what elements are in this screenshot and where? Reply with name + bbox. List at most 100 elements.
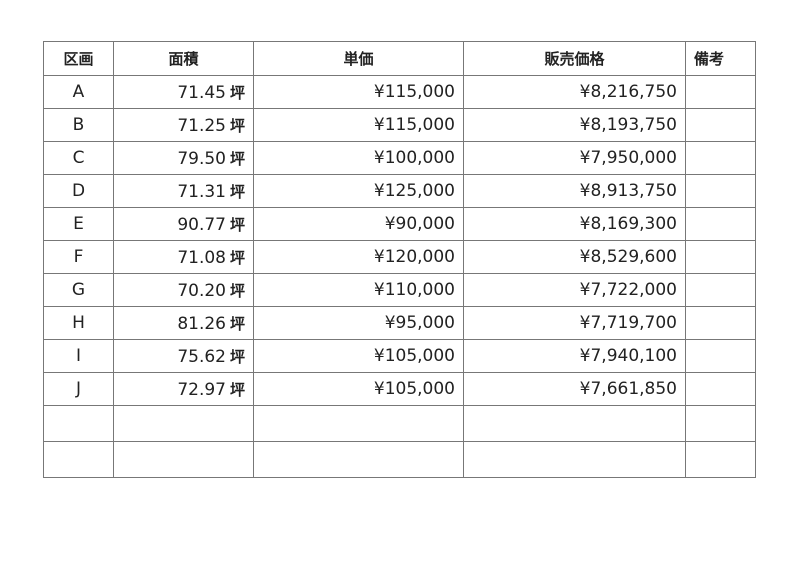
empty-cell [253, 405, 464, 442]
table-row: E 90.77 坪 ¥90,000 ¥8,169,300 [43, 207, 756, 241]
empty-cell [253, 441, 464, 478]
sale-price-cell: ¥8,913,750 [463, 174, 686, 208]
lot-cell: A [43, 75, 114, 109]
empty-row [43, 441, 756, 478]
sale-price-cell: ¥8,529,600 [463, 240, 686, 274]
sale-price-cell: ¥7,719,700 [463, 306, 686, 340]
table-row: G 70.20 坪 ¥110,000 ¥7,722,000 [43, 273, 756, 307]
header-area: 面積 [113, 41, 254, 76]
area-value: 90.77 [177, 214, 226, 235]
area-value: 70.20 [177, 280, 226, 301]
lot-cell: F [43, 240, 114, 274]
lot-cell: H [43, 306, 114, 340]
empty-row [43, 405, 756, 442]
area-cell: 71.25 坪 [113, 108, 254, 142]
note-cell [685, 306, 756, 340]
lot-cell: J [43, 372, 114, 406]
sale-price-cell: ¥7,722,000 [463, 273, 686, 307]
area-value: 81.26 [177, 313, 226, 334]
unit-price-cell: ¥95,000 [253, 306, 464, 340]
area-unit: 坪 [229, 149, 245, 168]
lot-cell: B [43, 108, 114, 142]
area-unit: 坪 [229, 347, 245, 366]
sale-price-cell: ¥8,193,750 [463, 108, 686, 142]
lot-cell: C [43, 141, 114, 175]
table-row: I 75.62 坪 ¥105,000 ¥7,940,100 [43, 339, 756, 373]
lot-price-table: 区画 面積 単価 販売価格 備考 A 71.45 坪 ¥115,000 ¥8,216,7… [43, 41, 756, 478]
sale-price-cell: ¥8,169,300 [463, 207, 686, 241]
unit-price-cell: ¥115,000 [253, 108, 464, 142]
empty-cell [43, 441, 114, 478]
table-row: J 72.97 坪 ¥105,000 ¥7,661,850 [43, 372, 756, 406]
lot-cell: E [43, 207, 114, 241]
area-cell: 71.08 坪 [113, 240, 254, 274]
note-cell [685, 75, 756, 109]
unit-price-cell: ¥100,000 [253, 141, 464, 175]
lot-cell: I [43, 339, 114, 373]
area-cell: 71.45 坪 [113, 75, 254, 109]
table-row: C 79.50 坪 ¥100,000 ¥7,950,000 [43, 141, 756, 175]
area-unit: 坪 [229, 182, 245, 201]
area-cell: 70.20 坪 [113, 273, 254, 307]
area-unit: 坪 [229, 314, 245, 333]
unit-price-cell: ¥105,000 [253, 339, 464, 373]
header-sale-price: 販売価格 [463, 41, 686, 76]
area-value: 79.50 [177, 148, 226, 169]
table-row: B 71.25 坪 ¥115,000 ¥8,193,750 [43, 108, 756, 142]
note-cell [685, 174, 756, 208]
note-cell [685, 339, 756, 373]
empty-cell [685, 441, 756, 478]
unit-price-cell: ¥105,000 [253, 372, 464, 406]
area-unit: 坪 [229, 248, 245, 267]
unit-price-cell: ¥120,000 [253, 240, 464, 274]
unit-price-cell: ¥90,000 [253, 207, 464, 241]
header-row: 区画 面積 単価 販売価格 備考 [43, 41, 756, 76]
sale-price-cell: ¥8,216,750 [463, 75, 686, 109]
area-value: 71.31 [177, 181, 226, 202]
note-cell [685, 273, 756, 307]
sale-price-cell: ¥7,950,000 [463, 141, 686, 175]
unit-price-cell: ¥115,000 [253, 75, 464, 109]
empty-cell [113, 405, 254, 442]
empty-cell [463, 441, 686, 478]
empty-cell [43, 405, 114, 442]
area-cell: 72.97 坪 [113, 372, 254, 406]
area-unit: 坪 [229, 116, 245, 135]
area-cell: 90.77 坪 [113, 207, 254, 241]
area-cell: 79.50 坪 [113, 141, 254, 175]
table-row: D 71.31 坪 ¥125,000 ¥8,913,750 [43, 174, 756, 208]
area-cell: 71.31 坪 [113, 174, 254, 208]
area-cell: 81.26 坪 [113, 306, 254, 340]
area-value: 72.97 [177, 379, 226, 400]
area-unit: 坪 [229, 281, 245, 300]
header-note: 備考 [685, 41, 756, 76]
note-cell [685, 372, 756, 406]
table-row: A 71.45 坪 ¥115,000 ¥8,216,750 [43, 75, 756, 109]
area-value: 71.25 [177, 115, 226, 136]
unit-price-cell: ¥110,000 [253, 273, 464, 307]
note-cell [685, 141, 756, 175]
note-cell [685, 240, 756, 274]
area-value: 71.08 [177, 247, 226, 268]
area-cell: 75.62 坪 [113, 339, 254, 373]
area-unit: 坪 [229, 83, 245, 102]
area-unit: 坪 [229, 380, 245, 399]
note-cell [685, 108, 756, 142]
lot-cell: G [43, 273, 114, 307]
sale-price-cell: ¥7,661,850 [463, 372, 686, 406]
table-body: A 71.45 坪 ¥115,000 ¥8,216,750 B 71.25 坪 ¥115,000… [43, 75, 756, 478]
empty-cell [463, 405, 686, 442]
note-cell [685, 207, 756, 241]
sale-price-cell: ¥7,940,100 [463, 339, 686, 373]
header-unit-price: 単価 [253, 41, 464, 76]
unit-price-cell: ¥125,000 [253, 174, 464, 208]
empty-cell [685, 405, 756, 442]
table-row: H 81.26 坪 ¥95,000 ¥7,719,700 [43, 306, 756, 340]
empty-cell [113, 441, 254, 478]
area-value: 71.45 [177, 82, 226, 103]
table-row: F 71.08 坪 ¥120,000 ¥8,529,600 [43, 240, 756, 274]
lot-cell: D [43, 174, 114, 208]
area-unit: 坪 [229, 215, 245, 234]
area-value: 75.62 [177, 346, 226, 367]
header-lot: 区画 [43, 41, 114, 76]
